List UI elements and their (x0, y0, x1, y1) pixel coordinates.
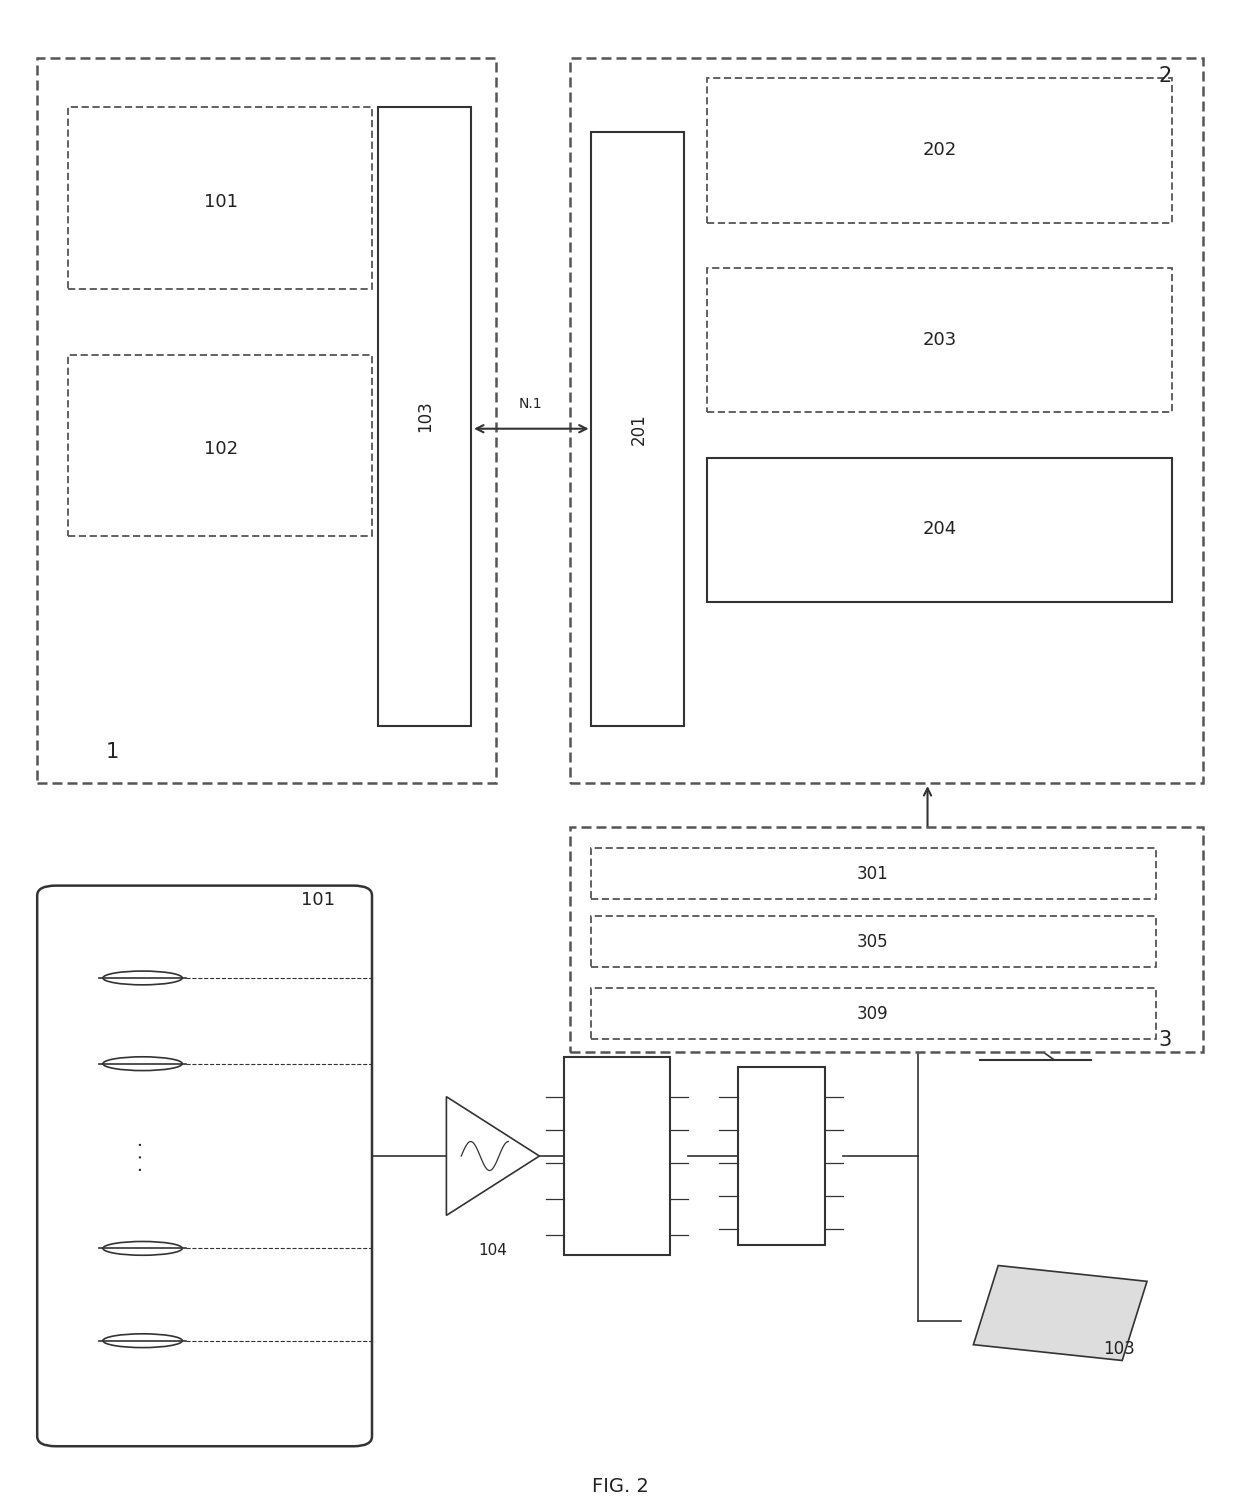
Bar (68, 108, 372, 288)
Text: 202: 202 (923, 141, 957, 159)
Bar (591, 916, 1156, 967)
Text: FIG. 1: FIG. 1 (591, 941, 649, 961)
Bar (591, 848, 1156, 899)
Text: 101: 101 (203, 193, 238, 211)
Text: 204: 204 (923, 520, 957, 538)
FancyBboxPatch shape (37, 886, 372, 1447)
Bar (707, 268, 1172, 412)
Text: 103: 103 (415, 400, 434, 432)
Bar (570, 827, 1203, 1052)
Text: FIG. 2: FIG. 2 (591, 1478, 649, 1496)
Text: 1: 1 (105, 742, 119, 763)
Text: 102: 102 (766, 1039, 796, 1054)
Ellipse shape (103, 1057, 182, 1070)
Polygon shape (973, 1265, 1147, 1361)
Text: N.1: N.1 (518, 397, 543, 411)
Text: 2: 2 (1158, 66, 1172, 87)
Text: 305: 305 (857, 934, 889, 952)
Text: 104: 104 (479, 1243, 507, 1258)
Bar (68, 355, 372, 537)
Ellipse shape (103, 971, 182, 985)
Text: 309: 309 (857, 1004, 889, 1022)
Bar (977, 956, 1094, 1030)
Text: 105: 105 (601, 1039, 631, 1054)
Ellipse shape (103, 1241, 182, 1255)
Text: Internet: Internet (898, 841, 957, 856)
Bar (378, 108, 471, 726)
Text: 102: 102 (203, 441, 238, 459)
Bar (738, 1067, 825, 1246)
Bar (591, 132, 684, 726)
Text: 106: 106 (1104, 911, 1136, 929)
Bar (707, 457, 1172, 601)
Text: 203: 203 (923, 331, 957, 349)
Text: 201: 201 (630, 412, 647, 445)
Bar (707, 78, 1172, 223)
Bar (965, 950, 1106, 1033)
Text: 301: 301 (857, 865, 889, 883)
Text: 101: 101 (301, 892, 335, 910)
Bar (591, 988, 1156, 1039)
Ellipse shape (103, 1334, 182, 1348)
Text: 3: 3 (1158, 1030, 1172, 1051)
Bar (37, 57, 496, 782)
Text: · · ·: · · · (133, 1141, 153, 1172)
Polygon shape (446, 1097, 539, 1216)
Text: N.1: N.1 (915, 895, 940, 908)
Bar (564, 1057, 670, 1255)
Bar (570, 57, 1203, 782)
Text: 103: 103 (1104, 1340, 1136, 1358)
